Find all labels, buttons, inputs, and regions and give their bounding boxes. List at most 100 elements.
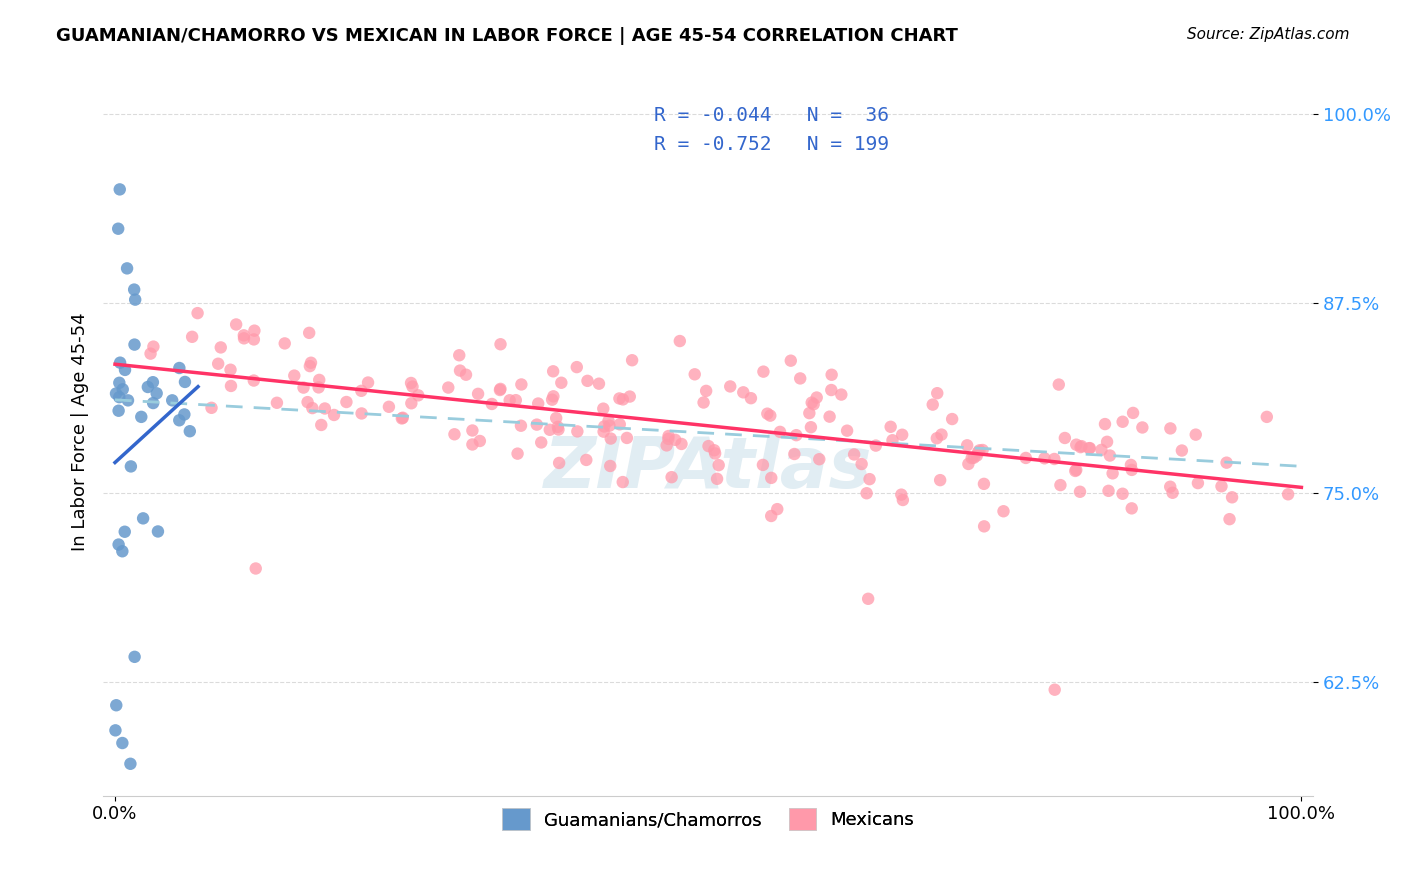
Point: [1078, 442, 1101, 456]
Point: [1159, 421, 1181, 435]
Point: [752, 365, 775, 379]
Point: [761, 508, 783, 523]
Point: [391, 410, 413, 425]
Point: [1187, 476, 1209, 491]
Point: [301, 401, 323, 415]
Point: [105, 698, 128, 713]
Point: [1171, 443, 1194, 458]
Point: [1090, 442, 1112, 457]
Point: [779, 353, 801, 368]
Point: [505, 393, 527, 408]
Point: [160, 393, 183, 408]
Point: [740, 391, 762, 405]
Point: [993, 504, 1015, 518]
Point: [142, 396, 165, 410]
Point: [718, 379, 741, 393]
Point: [609, 392, 631, 406]
Point: [1159, 480, 1181, 494]
Point: [799, 406, 821, 420]
Point: [314, 401, 336, 416]
Point: [612, 475, 634, 489]
Point: [308, 380, 330, 394]
Point: [1053, 431, 1076, 445]
Point: [800, 420, 823, 434]
Point: [1277, 487, 1299, 501]
Point: [378, 400, 401, 414]
Point: [266, 396, 288, 410]
Point: [1111, 487, 1133, 501]
Point: [1070, 439, 1092, 453]
Point: [1094, 417, 1116, 431]
Point: [169, 413, 191, 427]
Point: [499, 393, 522, 408]
Point: [1097, 483, 1119, 498]
Point: [752, 458, 775, 472]
Point: [927, 386, 949, 401]
Point: [506, 447, 529, 461]
Point: [588, 376, 610, 391]
Point: [575, 453, 598, 467]
Point: [538, 423, 561, 437]
Point: [1098, 449, 1121, 463]
Point: [1078, 441, 1101, 455]
Point: [547, 420, 569, 434]
Point: [299, 356, 322, 370]
Point: [179, 424, 201, 438]
Point: [243, 333, 266, 347]
Point: [117, 393, 139, 408]
Point: [107, 537, 129, 551]
Point: [956, 438, 979, 452]
Point: [957, 457, 980, 471]
Point: [806, 391, 828, 405]
Point: [658, 429, 681, 443]
Point: [297, 395, 319, 409]
Point: [683, 368, 706, 382]
Point: [200, 401, 222, 415]
Point: [114, 363, 136, 377]
Point: [124, 293, 146, 307]
Point: [489, 337, 512, 351]
Point: [1064, 463, 1087, 477]
Point: [124, 649, 146, 664]
Point: [283, 368, 305, 383]
Point: [941, 412, 963, 426]
Point: [1043, 682, 1066, 697]
Point: [1161, 485, 1184, 500]
Point: [142, 375, 165, 389]
Point: [108, 182, 131, 196]
Point: [664, 433, 686, 447]
Point: [399, 376, 422, 390]
Point: [609, 417, 631, 432]
Point: [931, 427, 953, 442]
Point: [449, 363, 471, 377]
Point: [105, 386, 128, 401]
Point: [104, 723, 127, 738]
Point: [1047, 377, 1070, 392]
Point: [783, 447, 806, 461]
Point: [756, 407, 779, 421]
Point: [661, 470, 683, 484]
Point: [406, 388, 429, 402]
Point: [669, 334, 692, 348]
Point: [401, 396, 423, 410]
Point: [1101, 467, 1123, 481]
Point: [612, 392, 634, 407]
Point: [142, 340, 165, 354]
Point: [541, 392, 564, 407]
Point: [132, 511, 155, 525]
Point: [207, 357, 229, 371]
Point: [858, 472, 880, 486]
Point: [598, 414, 620, 428]
Point: [1070, 440, 1092, 454]
Point: [1095, 434, 1118, 449]
Point: [1064, 438, 1087, 452]
Point: [697, 439, 720, 453]
Point: [973, 519, 995, 533]
Point: [785, 428, 807, 442]
Point: [1121, 501, 1143, 516]
Point: [546, 411, 568, 425]
Point: [619, 390, 641, 404]
Point: [921, 398, 943, 412]
Point: [107, 221, 129, 235]
Point: [489, 383, 512, 397]
